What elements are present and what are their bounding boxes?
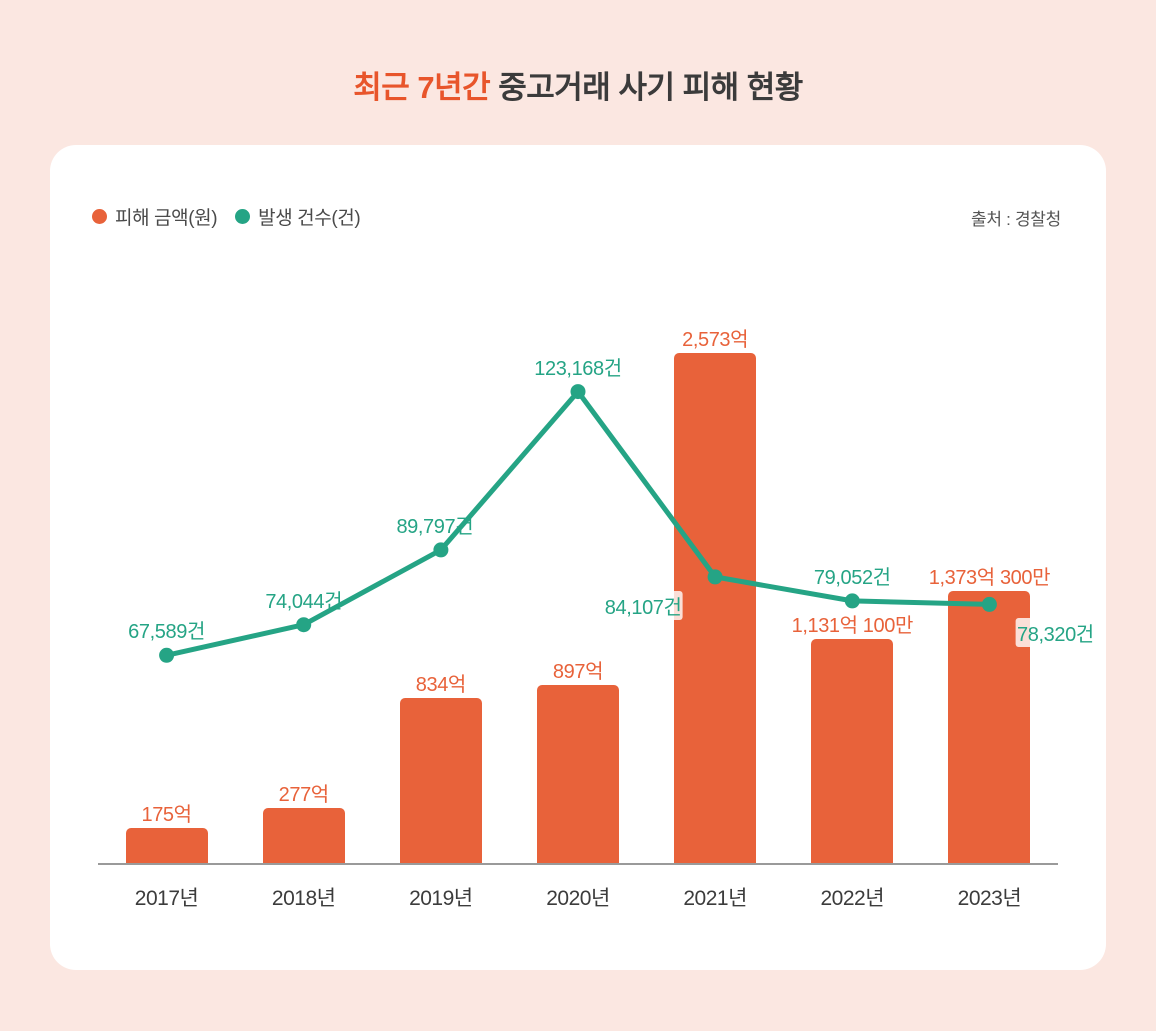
line-series-layer (159, 384, 997, 663)
line-point-2017년[interactable] (159, 647, 175, 663)
x-axis-line (98, 863, 1058, 865)
bar-value-label-2019년: 834억 (415, 673, 467, 696)
legend-item-count[interactable]: 발생 건수(건) (235, 203, 361, 230)
bar-value-label-2021년: 2,573억 (682, 329, 749, 352)
line-value-label-2019년: 89,797건 (396, 515, 474, 538)
line-path-count (164, 389, 992, 658)
bar-value-label-2017년: 175억 (141, 804, 192, 827)
line-point-2020년[interactable] (570, 384, 586, 400)
line-value-label-2018년: 74,044건 (265, 590, 343, 613)
line-point-2023년[interactable] (981, 596, 997, 612)
line-point-2019년[interactable] (433, 542, 449, 558)
bar-value-label-2020년: 897억 (552, 661, 604, 684)
x-axis-label-2020년: 2020년 (546, 887, 610, 910)
bar-2022년[interactable] (811, 638, 894, 863)
line-value-label-2017년: 67,589건 (128, 621, 205, 644)
bar-2018년[interactable] (262, 808, 345, 863)
bar-value-label-2023년: 1,373억 300만 (928, 566, 1051, 589)
x-axis-label-2023년: 2023년 (957, 887, 1022, 910)
page-title-accent: 최근 7년간 (353, 70, 491, 105)
bar-2020년[interactable] (537, 685, 619, 863)
line-value-label-2020년: 123,168건 (534, 357, 622, 380)
chart-plot-area: 175억 277억 834억 897억 2,573억 1,131억 100만 1,373억 … (98, 250, 1095, 910)
chart-source: 출처 : 경찰청 (971, 210, 1061, 229)
bar-value-label-2022년: 1,131억 100만 (791, 614, 914, 637)
x-axis-label-2018년: 2018년 (271, 887, 336, 910)
legend-dot-amount-icon (92, 209, 107, 224)
line-point-2018년[interactable] (296, 617, 312, 633)
chart-legend: 피해 금액(원) 발생 건수(건) (92, 203, 361, 230)
x-axis-label-2019년: 2019년 (409, 887, 473, 910)
legend-label-amount: 피해 금액(원) (115, 208, 218, 229)
bar-2021년[interactable] (674, 353, 757, 863)
x-axis-label-2021년: 2021년 (683, 887, 747, 910)
page-title: 최근 7년간 중고거래 사기 피해 현황 (0, 62, 1156, 107)
x-axis-label-2017년: 2017년 (134, 887, 199, 910)
x-axis-label-2022년: 2022년 (820, 887, 885, 910)
bar-2017년[interactable] (125, 828, 208, 863)
line-value-label-2022년: 79,052건 (813, 566, 891, 589)
legend-item-amount[interactable]: 피해 금액(원) (92, 203, 218, 230)
line-point-2022년[interactable] (844, 593, 860, 609)
legend-label-count: 발생 건수(건) (258, 208, 361, 229)
bar-value-label-2018년: 277억 (278, 784, 330, 807)
legend-dot-count-icon (235, 209, 251, 224)
line-value-label-2023년: 78,320건 (1016, 618, 1095, 648)
line-point-2021년[interactable] (707, 569, 723, 585)
line-value-label-2021년: 84,107건 (603, 590, 683, 620)
page-title-rest: 중고거래 사기 피해 현황 (498, 70, 803, 105)
bar-2019년[interactable] (399, 697, 482, 863)
